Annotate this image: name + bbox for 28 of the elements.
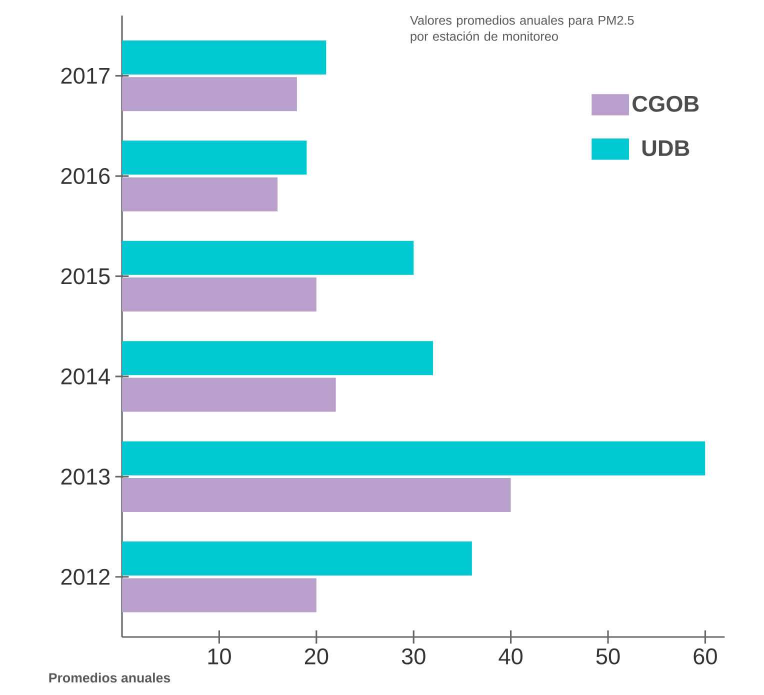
bar	[122, 578, 316, 612]
y-tick-label: 2015	[61, 268, 110, 284]
bar	[122, 278, 316, 312]
y-tick-label: 2014	[61, 368, 110, 384]
x-tick-label: 10	[208, 648, 231, 664]
x-tick-label: 20	[304, 648, 328, 664]
bar	[122, 378, 336, 412]
bar	[122, 441, 706, 476]
y-tick-label: 2013	[61, 468, 110, 485]
x-tick-label: 40	[498, 648, 523, 664]
y-tick-label: 2016	[61, 168, 110, 184]
bar	[122, 341, 434, 376]
text: Valores promedios anuales para PM2.5 por estación de monitoreo	[410, 15, 634, 44]
x-tick-label: 50	[596, 648, 620, 664]
bar	[122, 542, 472, 576]
bar	[122, 40, 326, 74]
bar	[122, 240, 414, 275]
x-axis-title: Promedios anuales	[49, 672, 170, 683]
x-tick-label: 30	[402, 648, 426, 664]
bar	[122, 478, 511, 512]
bar	[122, 77, 297, 112]
y-tick-label: 2017	[61, 68, 110, 84]
bar	[122, 140, 307, 175]
x-tick-label: 60	[694, 648, 717, 664]
legend-label: UDB	[642, 140, 690, 156]
bar	[122, 177, 278, 212]
legend-label: CGOB	[632, 96, 699, 112]
y-tick-label: 2012	[61, 568, 110, 585]
